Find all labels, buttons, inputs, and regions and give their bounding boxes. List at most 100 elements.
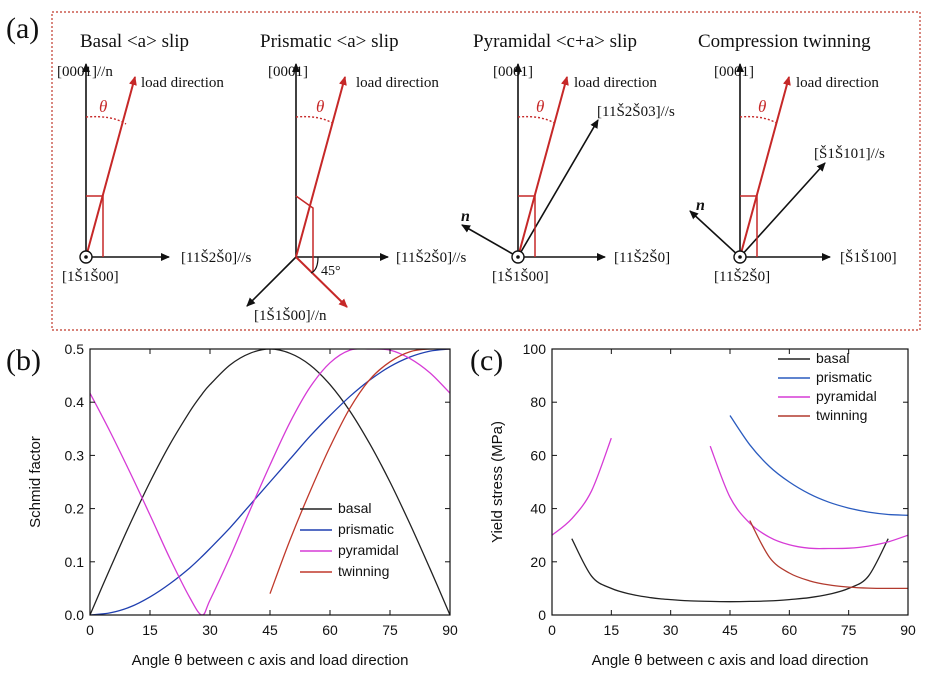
- legend-label-prismatic: prismatic: [338, 521, 394, 537]
- x-tick-label: 90: [900, 622, 916, 638]
- origin-label: [11Š2Š0]: [714, 268, 770, 285]
- y-tick-label: 0.2: [65, 501, 85, 517]
- origin-label: [1Š1Š00]: [62, 268, 119, 285]
- series-line-twinning: [749, 520, 908, 590]
- yield-stress-chart: 0 15 30 45 60 75 90 0 20 40 60 80 100 Angle θ between…: [489, 341, 916, 669]
- y-tick-label: 60: [530, 447, 546, 463]
- x-tick-label: 75: [841, 622, 857, 638]
- horizontal-axis-label: [11Š2Š0]//s: [181, 249, 251, 266]
- y-tick-label: 20: [530, 554, 546, 570]
- theta-label: θ: [99, 97, 107, 116]
- series-line-basal: [571, 538, 889, 603]
- x-tick-label: 60: [782, 622, 798, 638]
- slip-direction-arrow: [517, 119, 599, 258]
- plot-area: [552, 415, 908, 603]
- projection-arrow: [295, 256, 348, 308]
- vertical-axis-label: [0001]: [714, 64, 754, 80]
- projection-lines: [518, 195, 536, 257]
- legend-label-pyramidal: pyramidal: [816, 388, 877, 404]
- series-line-twinning: [269, 349, 450, 594]
- theta-arc: [295, 115, 335, 125]
- y-tick-label: 0: [538, 607, 546, 623]
- slip-direction-label: [Š1Š101]//s: [814, 145, 885, 162]
- x-tick-label: 75: [382, 622, 398, 638]
- horizontal-axis-label: [Š1Š100]: [840, 249, 897, 266]
- diagram-pyramidal: Pyramidal <c+a> slip [0001] load directi…: [461, 31, 675, 285]
- origin-dot: [516, 255, 520, 259]
- legend: basal prismatic pyramidal twinning: [778, 350, 877, 423]
- panel-a: (a) Basal <a> slip [0001]//n load direct…: [6, 11, 921, 331]
- legend: basal prismatic pyramidal twinning: [300, 500, 399, 579]
- theta-label: θ: [316, 97, 324, 116]
- diagram-title: Prismatic <a> slip: [260, 31, 399, 52]
- normal-arrow: [689, 210, 741, 258]
- x-tick-label: 45: [262, 622, 278, 638]
- angle-label: 45°: [321, 264, 341, 279]
- x-tick-label: 30: [202, 622, 218, 638]
- x-tick-label: 0: [548, 622, 556, 638]
- normal-arrow: [461, 224, 519, 258]
- schmid-factor-chart: 0 15 30 45 60 75 90 0.0 0.1 0.2 0.3 0.4 0.5 Angle θ b…: [27, 341, 458, 669]
- legend-label-prismatic: prismatic: [816, 369, 872, 385]
- diagram-title: Compression twinning: [698, 31, 871, 52]
- panel-a-label: (a): [6, 12, 39, 45]
- theta-arc: [517, 115, 557, 125]
- vertical-axis-label: [0001]: [493, 64, 533, 80]
- x-axis-label: Angle θ between c axis and load directio…: [592, 652, 869, 669]
- theta-arc: [85, 115, 127, 125]
- y-tick-label: 80: [530, 394, 546, 410]
- legend-label-twinning: twinning: [338, 563, 389, 579]
- x-tick-label: 45: [722, 622, 738, 638]
- legend-label-basal: basal: [338, 500, 371, 516]
- series-line-prismatic: [729, 415, 908, 516]
- y-tick-label: 0.0: [65, 607, 85, 623]
- y-axis-label: Yield stress (MPa): [489, 421, 506, 543]
- load-direction-arrow: [85, 76, 137, 258]
- origin-dot: [84, 255, 88, 259]
- y-tick-label: 0.4: [65, 394, 85, 410]
- diagram-prismatic: Prismatic <a> slip [0001] load direction…: [246, 31, 466, 324]
- x-axis-label: Angle θ between c axis and load directio…: [132, 652, 409, 669]
- load-direction-label: load direction: [796, 75, 879, 91]
- theta-arc: [739, 115, 779, 125]
- diagram-title: Pyramidal <c+a> slip: [473, 31, 637, 52]
- vertical-axis-label: [0001]: [268, 64, 308, 80]
- series-line-prismatic: [90, 349, 450, 615]
- panel-b-label: (b): [6, 344, 41, 377]
- panel-b: (b) 0 15 30 45 60 75 90 0.0 0.1 0.2 0.3 0.4 0.5 Angle…: [6, 341, 458, 669]
- theta-label: θ: [536, 97, 544, 116]
- origin-dot: [738, 255, 742, 259]
- normal-label: n: [461, 208, 470, 225]
- angle-arc: [310, 256, 319, 274]
- y-tick-label: 0.1: [65, 554, 85, 570]
- series-line-basal: [90, 349, 450, 615]
- x-tick-label: 0: [86, 622, 94, 638]
- x-tick-label: 60: [322, 622, 338, 638]
- diagram-twinning: Compression twinning [0001] load directi…: [689, 31, 897, 285]
- load-direction-label: load direction: [574, 75, 657, 91]
- normal-label: n: [696, 197, 705, 214]
- y-axis-label: Schmid factor: [27, 436, 44, 528]
- horizontal-axis-label: [11Š2Š0]: [614, 249, 670, 266]
- diagram-basal: Basal <a> slip [0001]//n load direction …: [57, 31, 251, 285]
- legend-label-pyramidal: pyramidal: [338, 542, 399, 558]
- panel-c: (c) 0 15 30 45 60 75 90 0 20 40 60 80 100 Angle θ bet…: [470, 341, 916, 669]
- load-direction-arrow: [739, 76, 791, 258]
- plot-area: [90, 349, 450, 615]
- panel-a-frame: [51, 11, 921, 331]
- diagonal-axis-label: [1Š1Š00]//n: [254, 307, 327, 324]
- load-direction-label: load direction: [356, 75, 439, 91]
- legend-label-twinning: twinning: [816, 407, 867, 423]
- slip-direction-label: [11Š2Š03]//s: [597, 103, 675, 120]
- projection-lines: [86, 195, 104, 257]
- load-direction-arrow: [295, 76, 347, 258]
- series-line-pyramidal: [90, 349, 450, 615]
- axis-diagonal-arrow: [246, 256, 297, 307]
- y-tick-label: 40: [530, 501, 546, 517]
- load-direction-label: load direction: [141, 75, 224, 91]
- y-tick-label: 0.5: [65, 341, 85, 357]
- y-tick-label: 100: [523, 341, 547, 357]
- origin-label: [1Š1Š00]: [492, 268, 549, 285]
- load-direction-arrow: [517, 76, 569, 258]
